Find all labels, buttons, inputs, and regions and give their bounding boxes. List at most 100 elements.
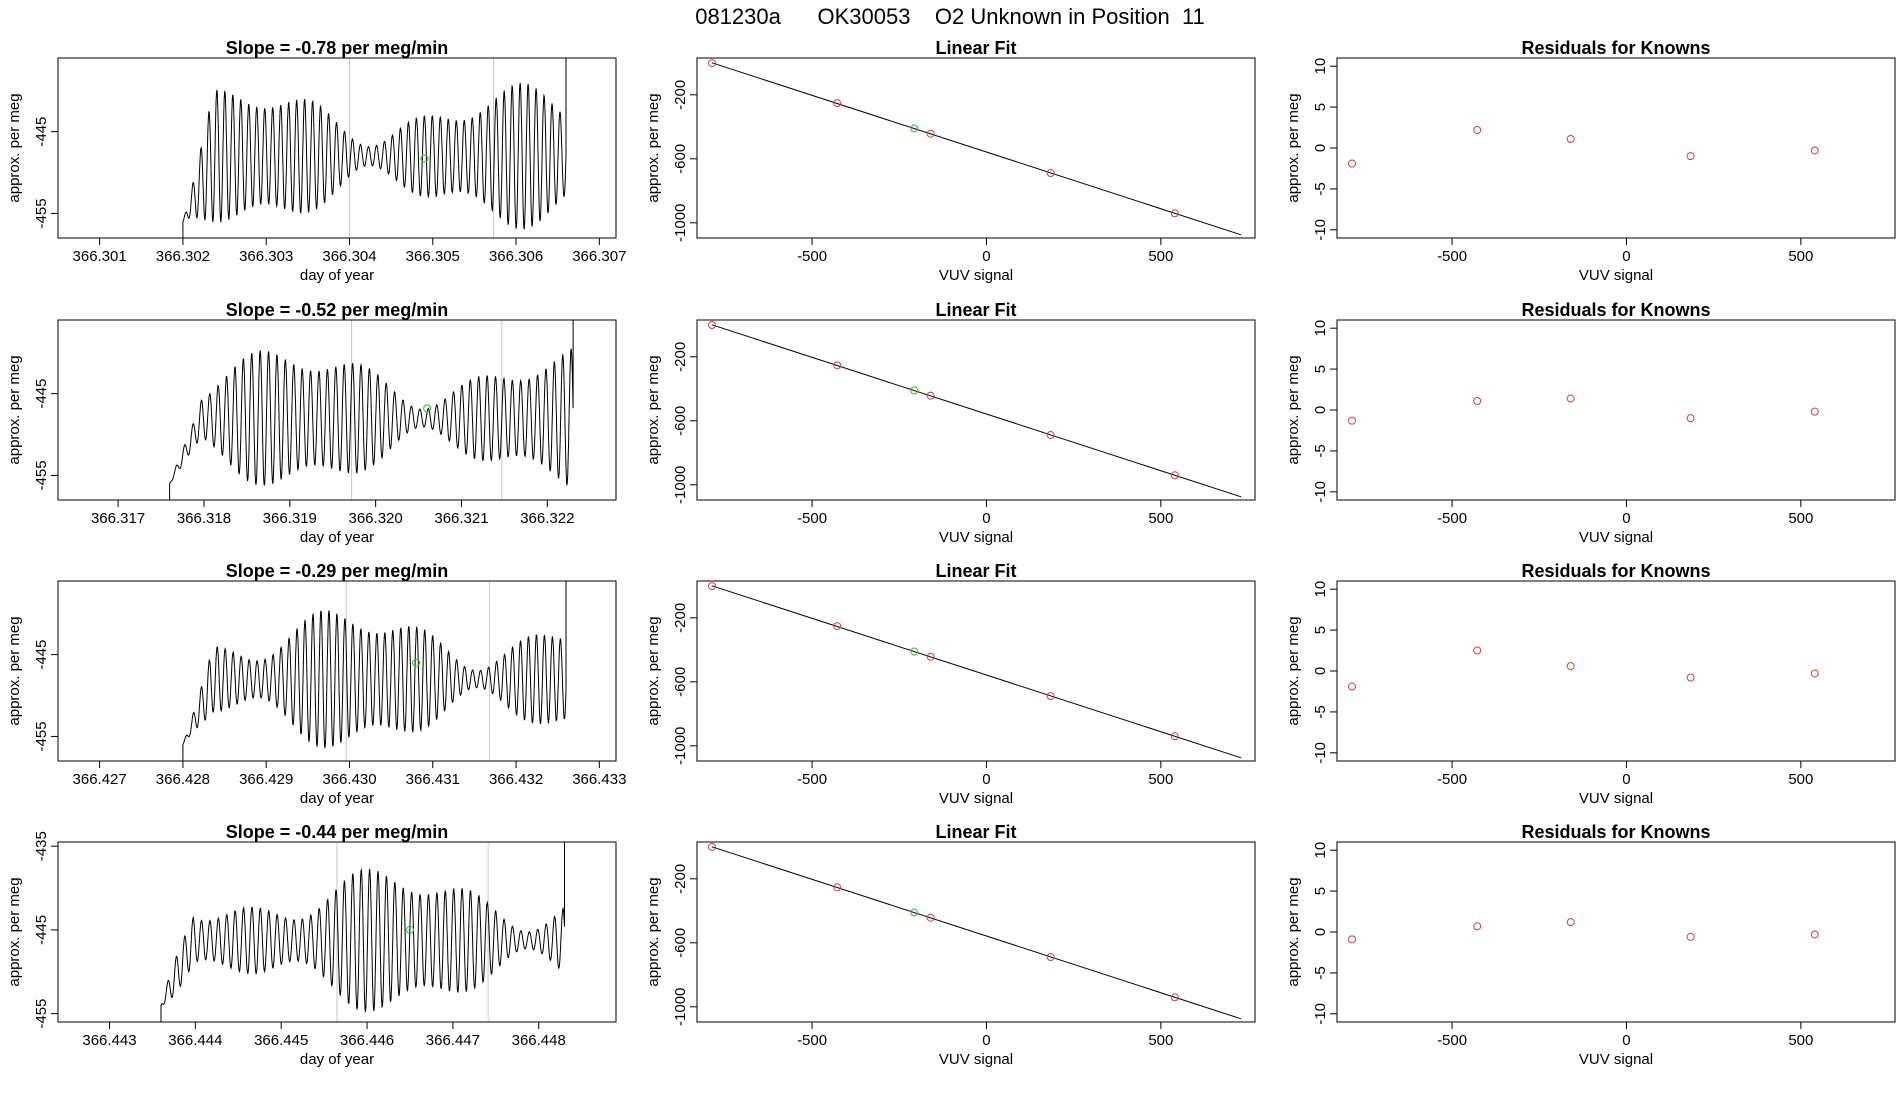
- fit-line: [711, 846, 1242, 1020]
- x-axis-label: day of year: [300, 529, 374, 546]
- y-axis-label: approx. per meg: [6, 93, 23, 202]
- residual-point: [1566, 662, 1575, 671]
- plot-frame: [696, 841, 1256, 1023]
- residual-point: [1686, 673, 1695, 682]
- x-tick-label: 0: [982, 510, 990, 527]
- residual-point: [1566, 394, 1575, 403]
- known-point: [707, 582, 716, 591]
- y-axis-label: approx. per meg: [645, 355, 662, 464]
- plot-area: [707, 59, 1242, 236]
- x-tick-label: 366.302: [156, 248, 210, 265]
- panel-title: Linear Fit: [935, 561, 1016, 581]
- y-tick-label: 10: [1312, 842, 1329, 859]
- x-tick-label: 366.303: [239, 248, 293, 265]
- unknown-point: [910, 908, 919, 917]
- unknown-mean-point: [420, 154, 429, 163]
- panel-linear_fit-1: Linear Fit -500 0 500 -200 -600 -1000 VUV signa…: [645, 38, 1256, 284]
- plot-area: [707, 582, 1242, 759]
- x-tick-label: -500: [1437, 510, 1467, 527]
- plot-frame: [1336, 57, 1896, 239]
- panel-residuals-2: Residuals for Knowns -500 0 500 10 5 0 -5 -10 VUV…: [1285, 300, 1896, 546]
- residual-point: [1347, 935, 1356, 944]
- y-tick-label: -445: [33, 117, 50, 147]
- x-tick-label: -500: [1437, 248, 1467, 265]
- panel-title: Linear Fit: [935, 38, 1016, 58]
- x-tick-label: 366.319: [263, 510, 317, 527]
- x-tick-label: -500: [797, 1032, 827, 1049]
- y-axis-label: approx. per meg: [1285, 616, 1302, 725]
- plot-area: [1347, 646, 1819, 691]
- known-point: [926, 913, 935, 922]
- y-axis-label: approx. per meg: [6, 355, 23, 464]
- plot-frame: [1336, 580, 1896, 762]
- x-tick-label: 500: [1788, 1032, 1813, 1049]
- y-tick-label: 10: [1312, 58, 1329, 75]
- figure-title: 081230a OK30053 O2 Unknown in Position 1…: [695, 4, 1205, 29]
- y-tick-label: -200: [672, 603, 689, 633]
- y-tick-label: -600: [672, 928, 689, 958]
- panel-title: Linear Fit: [935, 300, 1016, 320]
- x-axis-label: day of year: [300, 790, 374, 807]
- x-tick-label: 0: [1622, 248, 1630, 265]
- plot-frame: [696, 57, 1256, 239]
- y-tick-label: -200: [672, 80, 689, 110]
- x-axis-label: day of year: [300, 1051, 374, 1068]
- panel-timeseries-2: Slope = -0.52 per meg/min 366.317 366.318 3…: [6, 300, 617, 546]
- y-tick-label: -1000: [672, 204, 689, 242]
- y-tick-label: -200: [672, 342, 689, 372]
- y-tick-label: 10: [1312, 320, 1329, 337]
- panel-timeseries-4: Slope = -0.44 per meg/min 366.443 366.444 3…: [6, 822, 617, 1068]
- residual-point: [1686, 152, 1695, 161]
- x-tick-label: 366.447: [426, 1032, 480, 1049]
- known-point: [926, 391, 935, 400]
- y-tick-label: -1000: [672, 727, 689, 765]
- y-tick-label: -445: [33, 640, 50, 670]
- plot-area: [1347, 126, 1819, 168]
- x-tick-label: 366.307: [572, 248, 626, 265]
- x-axis-label: VUV signal: [1579, 529, 1653, 546]
- panel-residuals-4: Residuals for Knowns -500 0 500 10 5 0 -5 -10 VUV…: [1285, 822, 1896, 1068]
- unknown-point: [910, 647, 919, 656]
- known-point: [1046, 431, 1055, 440]
- unknown-point: [910, 386, 919, 395]
- y-tick-label: -5: [1312, 705, 1329, 718]
- unknown-mean-point: [423, 404, 432, 413]
- plot-frame: [1336, 841, 1896, 1023]
- plot-frame: [57, 841, 617, 1023]
- plot-area: [707, 321, 1242, 498]
- x-axis-label: VUV signal: [1579, 267, 1653, 284]
- residual-point: [1473, 922, 1482, 931]
- y-tick-label: -435: [33, 831, 50, 861]
- x-tick-label: 366.431: [406, 771, 460, 788]
- x-axis-label: VUV signal: [1579, 1051, 1653, 1068]
- y-axis-label: approx. per meg: [6, 877, 23, 986]
- residual-point: [1566, 135, 1575, 143]
- y-tick-label: 0: [1312, 928, 1329, 936]
- x-tick-label: -500: [797, 510, 827, 527]
- plot-area: [182, 581, 567, 761]
- fit-line: [711, 585, 1242, 759]
- signal-trace: [182, 58, 567, 238]
- known-point: [707, 321, 716, 330]
- plot-frame: [57, 580, 617, 762]
- known-point: [833, 883, 842, 892]
- x-tick-label: 366.428: [156, 771, 210, 788]
- known-point: [1046, 692, 1055, 701]
- x-axis-label: VUV signal: [1579, 790, 1653, 807]
- x-tick-label: 366.446: [340, 1032, 394, 1049]
- x-tick-label: 366.432: [489, 771, 543, 788]
- x-axis-label: VUV signal: [939, 790, 1013, 807]
- x-tick-label: 0: [982, 1032, 990, 1049]
- x-tick-label: 366.444: [168, 1032, 222, 1049]
- y-tick-label: -445: [33, 915, 50, 945]
- known-point: [707, 59, 716, 68]
- y-tick-label: -10: [1312, 481, 1329, 503]
- x-tick-label: 366.301: [73, 248, 127, 265]
- x-tick-label: 366.433: [572, 771, 626, 788]
- plot-area: [182, 58, 567, 238]
- x-tick-label: 0: [1622, 771, 1630, 788]
- known-point: [833, 99, 842, 108]
- known-point: [1170, 471, 1179, 480]
- residual-point: [1473, 646, 1482, 655]
